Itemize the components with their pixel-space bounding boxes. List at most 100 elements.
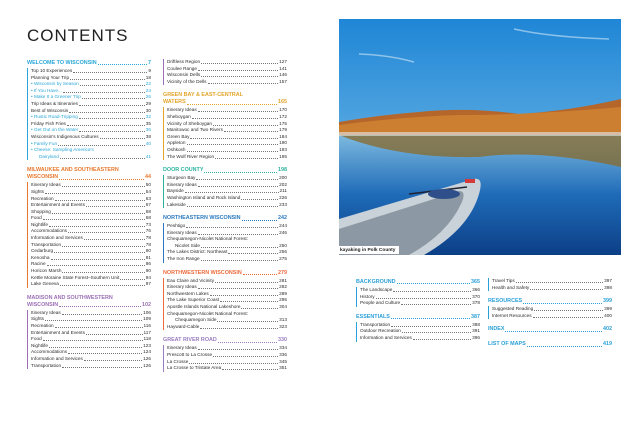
toc-entry[interactable]: Information and Services 396 (360, 335, 480, 342)
toc-entry[interactable]: Outdoor Recreation 391 (360, 328, 480, 335)
toc-entry[interactable]: Itinerary Ideas 334 (167, 345, 287, 352)
section-heading-link[interactable]: BACKGROUND 365 (356, 279, 480, 286)
section-heading-link[interactable]: NORTHWESTERN WISCONSIN 279 (163, 270, 287, 277)
toc-entry[interactable]: Entertainment and Events 67 (31, 202, 151, 209)
toc-entry[interactable]: Prescott to La Crosse 336 (167, 352, 287, 359)
toc-entry[interactable]: Nightlife 73 (31, 222, 151, 229)
toc-entry[interactable]: The Lake Superior Coast 295 (167, 297, 287, 304)
toc-entry[interactable]: Sights 109 (31, 316, 151, 323)
toc-entry[interactable]: Itinerary Ideas 246 (167, 230, 287, 237)
toc-entry-continued[interactable]: Nicolet Side 250 (167, 243, 287, 250)
toc-entry-continued[interactable]: Chequamegon Side 313 (167, 317, 287, 324)
toc-entry[interactable]: • Cheese: Sampling America's (31, 147, 151, 154)
toc-entry[interactable]: Kenosha 81 (31, 255, 151, 262)
toc-entry[interactable]: Suggested Reading 399 (492, 306, 612, 313)
toc-entry[interactable]: Vicinity of Sheboygan 175 (167, 121, 287, 128)
toc-entry[interactable]: Internet Resources 400 (492, 313, 612, 320)
toc-entry[interactable]: Lakeside 233 (167, 202, 287, 209)
toc-entry[interactable]: Appleton 190 (167, 140, 287, 147)
section-heading-link[interactable]: ESSENTIALS 387 (356, 314, 480, 321)
toc-entry[interactable]: Racine 86 (31, 261, 151, 268)
toc-entry[interactable]: Chequamegon-Nicolet National Forest: (167, 236, 287, 243)
toc-entry[interactable]: Kettle Moraine State Forest–Southern Uni… (31, 275, 151, 282)
toc-entry-continued[interactable]: Dairyland 41 (31, 154, 151, 161)
toc-entry[interactable]: Sturgeon Bay 200 (167, 175, 287, 182)
toc-entry[interactable]: Cedarburg 80 (31, 248, 151, 255)
toc-entry[interactable]: Lake Geneva 97 (31, 281, 151, 288)
toc-entry[interactable]: The Iron Range 275 (167, 256, 287, 263)
toc-entry[interactable]: Eau Claire and Vicinity 281 (167, 278, 287, 285)
toc-entry[interactable]: • Get Out on the Water 36 (31, 127, 151, 134)
section-heading-link[interactable]: INDEX 402 (488, 326, 612, 333)
toc-entry[interactable]: Wisconsin's Indigenous Cultures 38 (31, 134, 151, 141)
toc-entry[interactable]: Driftless Region 127 (167, 59, 287, 66)
section-heading-link[interactable]: GREAT RIVER ROAD 330 (163, 337, 287, 344)
toc-entry[interactable]: Hayward-Cable 323 (167, 324, 287, 331)
toc-entry[interactable]: Wisconsin Dells 146 (167, 72, 287, 79)
toc-entry[interactable]: Transportation 126 (31, 363, 151, 370)
toc-entry[interactable]: Shopping 68 (31, 209, 151, 216)
toc-entry[interactable]: Accommodations 76 (31, 228, 151, 235)
toc-entry[interactable]: Food 68 (31, 215, 151, 222)
toc-entry[interactable]: • If You Have... 24 (31, 88, 151, 95)
toc-entry[interactable]: Planning Your Trip 18 (31, 75, 151, 82)
toc-entry[interactable]: Apostle Islands National Lakeshore 304 (167, 304, 287, 311)
toc-entry[interactable]: • Rustic Road-Tripping 32 (31, 114, 151, 121)
section-heading-link[interactable]: WELCOME TO WISCONSIN 7 (27, 60, 151, 67)
section-heading-link[interactable]: LIST OF MAPS 419 (488, 341, 612, 348)
toc-entry[interactable]: • Make It a Greener Trip 26 (31, 94, 151, 101)
toc-entry[interactable]: Itinerary Ideas 282 (167, 284, 287, 291)
section-heading-link[interactable]: NORTHEASTERN WISCONSIN 242 (163, 215, 287, 222)
toc-entry[interactable]: Accommodations 124 (31, 349, 151, 356)
toc-entry[interactable]: Transportation 78 (31, 242, 151, 249)
section-heading-link[interactable]: DOOR COUNTY 198 (163, 167, 287, 174)
section-heading-link[interactable]: RESOURCES 399 (488, 298, 612, 305)
toc-entry[interactable]: Trip Ideas & Itineraries 29 (31, 101, 151, 108)
toc-entry[interactable]: Friday Fish Fries 35 (31, 121, 151, 128)
page-number: 402 (603, 326, 612, 333)
toc-entry[interactable]: • Wisconsin by Season 22 (31, 81, 151, 88)
toc-entry[interactable]: La Crosse to Tristate Area 351 (167, 365, 287, 372)
toc-entry[interactable]: Sights 54 (31, 189, 151, 196)
toc-entry[interactable]: Manitowoc and Two Rivers 179 (167, 127, 287, 134)
toc-entry[interactable]: Itinerary Ideas 170 (167, 107, 287, 114)
toc-entry[interactable]: Chequamegon-Nicolet National Forest: (167, 311, 287, 318)
toc-entry[interactable]: The Lakes District: Northeast 256 (167, 249, 287, 256)
toc-entry[interactable]: Sheboygan 172 (167, 114, 287, 121)
toc-entry[interactable]: Health and Safety 398 (492, 285, 612, 292)
toc-entry[interactable]: Itinerary Ideas 202 (167, 182, 287, 189)
page-number: 86 (145, 261, 151, 267)
toc-entry[interactable]: Best of Wisconsin 30 (31, 108, 151, 115)
toc-entry[interactable]: Entertainment and Events 117 (31, 330, 151, 337)
toc-entry[interactable]: Transportation 388 (360, 322, 480, 329)
section-heading-link[interactable]: WISCONSIN 102 (27, 302, 151, 309)
toc-entry[interactable]: La Crosse 345 (167, 359, 287, 366)
toc-entry[interactable]: Information and Services 126 (31, 356, 151, 363)
toc-entry[interactable]: Oshkosh 193 (167, 147, 287, 154)
toc-entry[interactable]: The Wolf River Region 195 (167, 154, 287, 161)
toc-entry[interactable]: Green Bay 184 (167, 134, 287, 141)
toc-entry[interactable]: Information and Services 78 (31, 235, 151, 242)
toc-entry[interactable]: Travel Tips 397 (492, 278, 612, 285)
toc-entry[interactable]: Top 10 Experiences 9 (31, 68, 151, 75)
toc-entry[interactable]: Coulee Range 141 (167, 66, 287, 73)
toc-entry[interactable]: Horicon Marsh 90 (31, 268, 151, 275)
section-heading-link[interactable]: WISCONSIN 44 (27, 174, 151, 181)
toc-entry[interactable]: Peshtigo 244 (167, 223, 287, 230)
toc-entry[interactable]: Nightlife 123 (31, 343, 151, 350)
toc-entry[interactable]: History 370 (360, 294, 480, 301)
toc-entry[interactable]: The Landscape 366 (360, 287, 480, 294)
toc-entry[interactable]: Itinerary Ideas 50 (31, 182, 151, 189)
toc-entry[interactable]: • Family Fun 40 (31, 141, 151, 148)
toc-entry[interactable]: Itinerary Ideas 106 (31, 310, 151, 317)
toc-entry[interactable]: People and Culture 378 (360, 300, 480, 307)
toc-entry[interactable]: Washington Island and Rock Island 226 (167, 195, 287, 202)
toc-entry[interactable]: Bayside 211 (167, 188, 287, 195)
toc-entry[interactable]: Recreation 63 (31, 196, 151, 203)
toc-entry[interactable]: Recreation 116 (31, 323, 151, 330)
toc-entry[interactable]: Vicinity of the Dells 157 (167, 79, 287, 86)
toc-entry[interactable]: Food 118 (31, 336, 151, 343)
section-heading-link[interactable]: WATERS 165 (163, 99, 287, 106)
toc-entry[interactable]: Northwestern Lakes 289 (167, 291, 287, 298)
page-number: 24 (145, 87, 151, 93)
